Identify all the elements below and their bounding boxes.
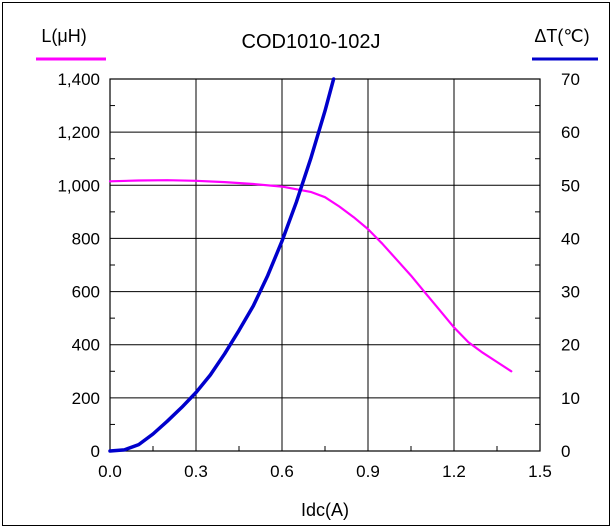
- right-tick-label: 60: [561, 123, 580, 142]
- x-tick-label: 0.9: [356, 462, 380, 481]
- left-tick-label: 1,000: [57, 176, 100, 195]
- right-tick-label: 30: [561, 283, 580, 302]
- left-tick-label: 0: [91, 442, 100, 461]
- left-tick-label: 600: [72, 283, 100, 302]
- right-tick-label: 10: [561, 389, 580, 408]
- chart-title: COD1010-102J: [242, 31, 381, 53]
- right-tick-label: 70: [561, 70, 580, 89]
- right-axis-label: ΔT(℃): [534, 26, 589, 46]
- inductance-line: [108, 179, 513, 373]
- x-tick-label: 0.3: [184, 462, 208, 481]
- x-tick-label: 0.6: [270, 462, 294, 481]
- left-tick-label: 400: [72, 336, 100, 355]
- left-tick-label: 200: [72, 389, 100, 408]
- temperature-rise-line: [108, 77, 336, 453]
- right-tick-label: 50: [561, 176, 580, 195]
- left-axis-label: L(μH): [41, 26, 86, 46]
- x-tick-label: 1.5: [528, 462, 552, 481]
- right-tick-label: 40: [561, 229, 580, 248]
- x-tick-label: 0.0: [98, 462, 122, 481]
- chart-frame: [2, 2, 610, 526]
- left-tick-label: 800: [72, 229, 100, 248]
- plot-area: [109, 78, 541, 452]
- x-axis-label: Idc(A): [301, 500, 349, 520]
- left-tick-label: 1,400: [57, 70, 100, 89]
- left-tick-label: 1,200: [57, 123, 100, 142]
- right-tick-label: 20: [561, 336, 580, 355]
- x-tick-label: 1.2: [442, 462, 466, 481]
- right-tick-label: 0: [561, 442, 570, 461]
